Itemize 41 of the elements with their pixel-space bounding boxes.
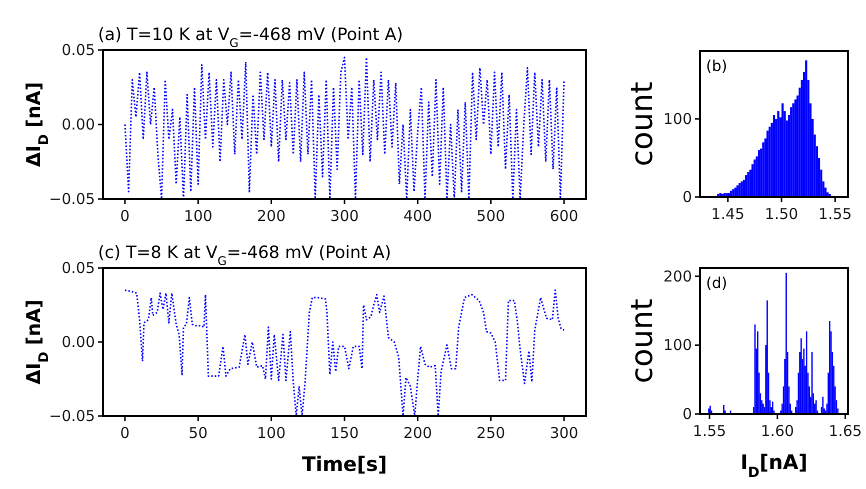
y-tick-label: 0 [682,405,692,423]
x-tick-label: 200 [257,207,286,225]
x-tick-label: 0 [120,424,130,442]
y-axis-title: count [625,298,660,384]
y-tick-label: 0.05 [62,259,95,277]
y-tick-label: 100 [663,336,692,354]
x-tick-label: 150 [330,424,359,442]
y-tick-label: 0.00 [62,333,95,351]
x-tick-label: 1.45 [711,205,745,223]
y-tick-label: 0.05 [62,41,95,59]
x-tick-label: 300 [550,424,578,442]
x-tick-label: 300 [330,207,359,225]
x-tick-label: 50 [188,424,208,442]
line-series [124,289,565,417]
chart-title: (c) T=8 K at V$_{G}$=-468 mV (Point A) [98,243,392,268]
x-tick-label: 600 [550,207,578,225]
y-axis-title: count [625,81,660,166]
line-series [124,56,565,200]
y-tick-label: −0.05 [49,407,95,425]
y-tick-label: 0 [682,188,692,206]
y-tick-label: 0.00 [62,116,95,134]
x-tick-label: 1.55 [818,205,852,223]
x-tick-label: 0 [120,207,130,225]
x-axis-title: I$_{D}$[nA] [740,450,808,481]
y-tick-label: 100 [663,110,692,128]
x-tick-label: 400 [403,207,432,225]
x-tick-label: 100 [184,207,212,225]
chart-title: (a) T=10 K at V$_{G}$=-468 mV (Point A) [98,25,403,50]
x-tick-label: 500 [476,207,506,225]
y-tick-label: 200 [663,267,692,286]
x-tick-label: 1.65 [828,422,862,440]
annotation: (b) [706,57,728,75]
x-tick-label: 1.50 [764,205,798,223]
x-tick-label: 100 [257,424,286,442]
annotation: (d) [706,274,728,292]
x-tick-label: 1.55 [692,422,726,440]
x-axis-title: Time[s] [302,452,388,476]
x-tick-label: 200 [403,424,432,442]
y-tick-label: −0.05 [49,190,95,208]
x-tick-label: 1.60 [760,422,794,440]
x-tick-label: 250 [476,424,506,442]
